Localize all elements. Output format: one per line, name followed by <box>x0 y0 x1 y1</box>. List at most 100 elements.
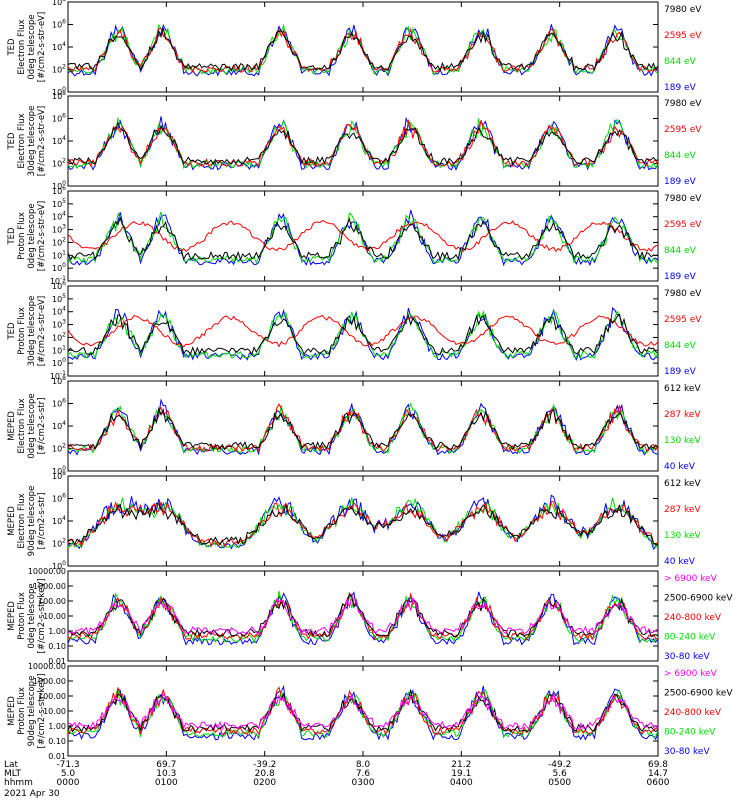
y-axis-label: MEPED Proton Flux 90deg telescope [#/cm2-s-… <box>7 674 47 749</box>
y-tick-label: 106 <box>52 185 66 196</box>
y-axis-label-line: Proton Flux <box>17 592 27 640</box>
legend-entry: 40 keV <box>664 462 696 472</box>
y-tick-label: 102 <box>52 158 66 169</box>
legend-entry: 612 keV <box>664 479 701 489</box>
series-trace <box>67 309 659 360</box>
y-tick-label: 100 <box>52 262 66 273</box>
series-trace <box>67 209 659 267</box>
panel-meped-proton-90deg: 10000.001000.00100.0010.001.000.100.01ME… <box>7 662 733 761</box>
legend-entry: 2595 eV <box>664 315 702 325</box>
legend-entry: 189 eV <box>664 367 697 377</box>
y-tick-label: 103 <box>52 319 66 330</box>
y-tick-label: 10.00 <box>43 612 66 621</box>
y-tick-label: 0.10 <box>48 642 66 651</box>
series-trace <box>67 403 659 453</box>
legend-entry: 844 eV <box>664 341 697 351</box>
legend-entry: 7980 eV <box>664 194 702 204</box>
y-tick-label: 105 <box>52 293 66 304</box>
y-axis-label-line: TED <box>7 322 17 341</box>
legend-entry: 2595 eV <box>664 31 702 41</box>
x-tick-label: 10.3 <box>156 769 176 779</box>
x-tick-label: -39.2 <box>253 760 276 770</box>
y-axis-label-line: 0deg telescope <box>27 583 37 648</box>
y-tick-label: 108 <box>52 90 66 101</box>
y-axis-label-line: Proton Flux <box>17 212 27 260</box>
x-axis-labels: LatMLThhmm-71.35.0000069.710.30100-39.22… <box>4 760 670 799</box>
series-trace <box>67 398 659 456</box>
y-tick-label: 102 <box>52 443 66 454</box>
y-tick-label: 106 <box>52 493 66 504</box>
x-tick-label: 69.8 <box>648 760 668 770</box>
y-tick-label: 104 <box>52 306 66 317</box>
y-tick-label: 10000.00 <box>28 662 66 671</box>
panel-ted-electron-30deg: 108 106 104 102 100 TED Electron Flux 30deg tel… <box>7 90 702 191</box>
y-tick-label: 104 <box>52 420 66 431</box>
y-axis-label: TED Electron Flux 30deg telescope [#/cm2-s-… <box>7 106 47 177</box>
y-tick-label: 100 <box>52 357 66 368</box>
x-tick-label: 7.6 <box>356 769 371 779</box>
y-tick-label: 106 <box>52 113 66 124</box>
y-tick-label: 100 <box>52 560 66 571</box>
y-axis-label-line: 90deg telescope <box>27 486 37 557</box>
series-trace <box>67 502 659 546</box>
y-tick-label: 104 <box>52 135 66 146</box>
legend-entry: 30-80 keV <box>664 652 710 662</box>
legend-entry: 7980 eV <box>664 5 702 15</box>
y-tick-label: 106 <box>52 19 66 30</box>
legend-entry: 844 eV <box>664 151 697 161</box>
y-tick-label: 108 <box>52 375 66 386</box>
legend-entry: 30-80 keV <box>664 747 710 757</box>
y-axis-label-line: 0deg telescope <box>27 14 37 79</box>
y-tick-label: 0.01 <box>48 752 66 761</box>
y-axis-label: MEPED Electron Flux 0deg telescope [#/cm2-s… <box>7 393 47 458</box>
legend-entry: 189 eV <box>664 177 697 187</box>
series-trace <box>67 119 659 168</box>
y-axis-label-line: TED <box>7 38 17 57</box>
series-trace <box>67 27 659 72</box>
panel-meped-proton-0deg: 10000.001000.00100.0010.001.000.100.01ME… <box>7 567 733 666</box>
y-tick-label: 104 <box>52 41 66 52</box>
series-trace <box>67 313 659 356</box>
x-tick-label: -71.3 <box>56 760 79 770</box>
y-axis-label: MEPED Electron Flux 90deg telescope [#/cm2-… <box>7 486 47 557</box>
y-tick-label: 100.00 <box>38 692 66 701</box>
x-axis-row-label: MLT <box>4 769 22 779</box>
y-axis-label-line: 0deg telescope <box>27 393 37 458</box>
y-tick-label: 1.00 <box>48 627 66 636</box>
x-tick-label: 19.1 <box>451 769 471 779</box>
legend-entry: 130 keV <box>664 436 701 446</box>
y-tick-label: 0.10 <box>48 737 66 746</box>
x-tick-label: 0000 <box>57 778 80 788</box>
series-trace <box>67 211 659 265</box>
y-tick-label: 1.00 <box>48 722 66 731</box>
series-trace <box>67 23 659 75</box>
x-tick-label: 0400 <box>450 778 473 788</box>
x-tick-label: 20.8 <box>255 769 275 779</box>
legend-entry: 189 eV <box>664 83 697 93</box>
y-axis-label-line: TED <box>7 132 17 151</box>
series-trace <box>67 594 659 638</box>
legend-entry: 7980 eV <box>664 99 702 109</box>
series-trace <box>67 120 659 166</box>
x-tick-label: 0100 <box>155 778 178 788</box>
series-trace <box>67 220 659 253</box>
legend-entry: 40 keV <box>664 557 696 567</box>
panel-meped-electron-90deg: 108 106 104 102 100 MEPED Electron Flux 90deg t… <box>7 470 701 571</box>
y-tick-label: 1000.00 <box>33 677 66 686</box>
y-tick-label: 10-1 <box>50 275 66 286</box>
legend-entry: 2500-6900 keV <box>664 689 733 699</box>
x-tick-label: 5.6 <box>553 769 568 779</box>
y-tick-label: 1000.00 <box>33 582 66 591</box>
y-tick-label: 100 <box>52 86 66 97</box>
y-axis-label-line: [#/cm2-s-str-eV] <box>37 12 47 82</box>
legend-entry: 80-240 keV <box>664 728 716 738</box>
legend-entry: 287 keV <box>664 505 701 515</box>
y-axis-label-line: MEPED <box>7 411 17 441</box>
series-trace <box>67 314 659 348</box>
panel-frame <box>67 285 659 377</box>
legend-entry: 240-800 keV <box>664 708 722 718</box>
